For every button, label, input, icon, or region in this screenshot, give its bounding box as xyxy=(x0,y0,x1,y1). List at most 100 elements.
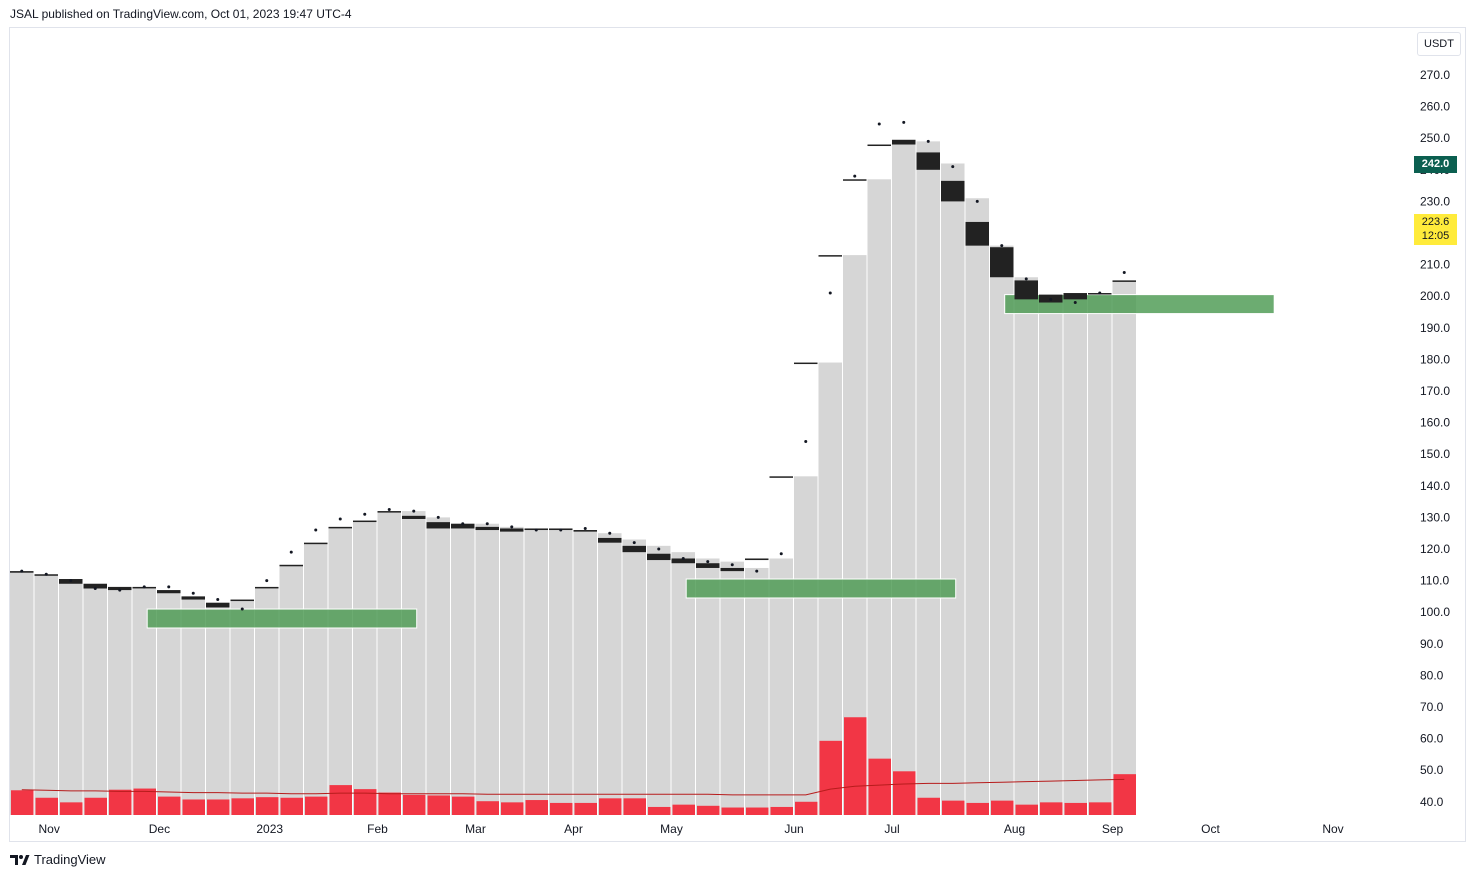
volume-bar xyxy=(868,758,891,815)
tradingview-brand-text: TradingView xyxy=(34,852,106,867)
price-bar xyxy=(328,526,352,815)
volume-bar xyxy=(133,788,156,815)
candle-body xyxy=(206,602,230,608)
price-dot xyxy=(583,526,587,530)
volume-bar xyxy=(795,801,818,815)
price-bar xyxy=(696,558,720,815)
price-bar xyxy=(181,596,205,815)
price-bar xyxy=(549,530,573,815)
price-tick-label: 250.0 xyxy=(1420,131,1450,145)
volume-bar xyxy=(819,740,842,815)
volume-bar xyxy=(207,799,230,815)
price-bar xyxy=(1063,299,1087,815)
price-dot xyxy=(1024,277,1028,281)
price-bar xyxy=(10,571,34,815)
price-tick-label: 50.0 xyxy=(1420,763,1444,777)
price-dot xyxy=(167,585,171,589)
candle-body xyxy=(647,553,671,561)
price-dot xyxy=(44,572,48,576)
volume-bar xyxy=(770,806,793,815)
candle-body xyxy=(157,590,181,594)
volume-bar xyxy=(378,792,401,815)
price-dot xyxy=(118,588,122,592)
price-dot xyxy=(216,598,220,602)
candle-body xyxy=(696,563,720,568)
price-bar xyxy=(34,574,58,815)
volume-bar xyxy=(648,806,671,815)
price-tick-label: 190.0 xyxy=(1420,321,1450,335)
price-bar xyxy=(59,580,83,815)
last-price-tag: 223.6 12:05 xyxy=(1414,214,1457,245)
price-dot xyxy=(755,569,759,573)
price-bars-layer xyxy=(10,141,1136,816)
time-tick-label: Apr xyxy=(564,822,583,836)
price-tick-label: 130.0 xyxy=(1420,510,1450,524)
price-dot xyxy=(338,517,342,521)
price-bar xyxy=(1112,280,1136,815)
support-zone[interactable] xyxy=(685,578,957,599)
volume-bar xyxy=(403,794,426,815)
price-bar xyxy=(843,255,867,815)
price-bar xyxy=(353,520,377,815)
price-dot xyxy=(853,174,857,178)
volume-bar xyxy=(60,802,83,815)
time-tick-label: Mar xyxy=(465,822,486,836)
candle-body xyxy=(769,476,793,478)
price-tick-label: 230.0 xyxy=(1420,194,1450,208)
price-dot xyxy=(608,531,612,535)
price-bar xyxy=(573,530,597,815)
volume-bar xyxy=(476,801,499,815)
price-dot xyxy=(436,515,440,519)
price-dot xyxy=(779,552,783,556)
candle-body xyxy=(745,558,769,561)
price-dot xyxy=(926,139,930,143)
price-bar xyxy=(426,517,450,815)
price-dot xyxy=(828,291,832,295)
price-dot xyxy=(363,512,367,516)
price-tick-label: 150.0 xyxy=(1420,447,1450,461)
price-dot xyxy=(1049,297,1053,301)
volume-bar xyxy=(1113,774,1136,815)
chart-frame xyxy=(9,27,1466,842)
currency-button[interactable]: USDT xyxy=(1417,32,1461,56)
volume-bar xyxy=(84,797,107,815)
candle-body xyxy=(1063,293,1087,300)
candle-body xyxy=(377,511,401,513)
price-bar xyxy=(892,144,916,815)
candle-body xyxy=(255,586,279,589)
price-bar xyxy=(451,523,475,815)
price-dot xyxy=(461,522,465,526)
volume-bar xyxy=(623,798,646,815)
time-tick-label: Sep xyxy=(1102,822,1124,836)
price-dot xyxy=(69,579,73,583)
last-price-value: 223.6 xyxy=(1421,216,1450,228)
volume-bar xyxy=(427,795,450,815)
price-bar xyxy=(377,511,401,815)
support-zone[interactable] xyxy=(146,608,418,629)
price-dot xyxy=(387,508,391,511)
volume-bar xyxy=(697,805,720,815)
time-tick-label: 2023 xyxy=(256,822,283,836)
candle-body xyxy=(475,526,499,531)
price-dot xyxy=(240,607,244,611)
price-dot xyxy=(706,560,710,564)
price-dot xyxy=(804,440,808,444)
volume-bar xyxy=(721,807,744,815)
time-tick-label: Feb xyxy=(367,822,388,836)
footer-brand[interactable]: TradingView xyxy=(10,852,106,867)
price-tick-label: 70.0 xyxy=(1420,700,1444,714)
dots-layer xyxy=(20,120,1126,611)
price-tick-label: 60.0 xyxy=(1420,732,1444,746)
price-bar xyxy=(1039,296,1063,815)
volume-bar xyxy=(746,807,769,815)
price-bar xyxy=(598,533,622,815)
candle-body xyxy=(304,542,328,545)
volume-bar xyxy=(329,785,352,815)
price-tick-label: 120.0 xyxy=(1420,542,1450,556)
volume-bar xyxy=(1040,802,1063,815)
candle-body xyxy=(83,583,107,589)
price-dot xyxy=(142,585,146,589)
price-bar xyxy=(524,530,548,815)
price-dot xyxy=(485,522,489,526)
